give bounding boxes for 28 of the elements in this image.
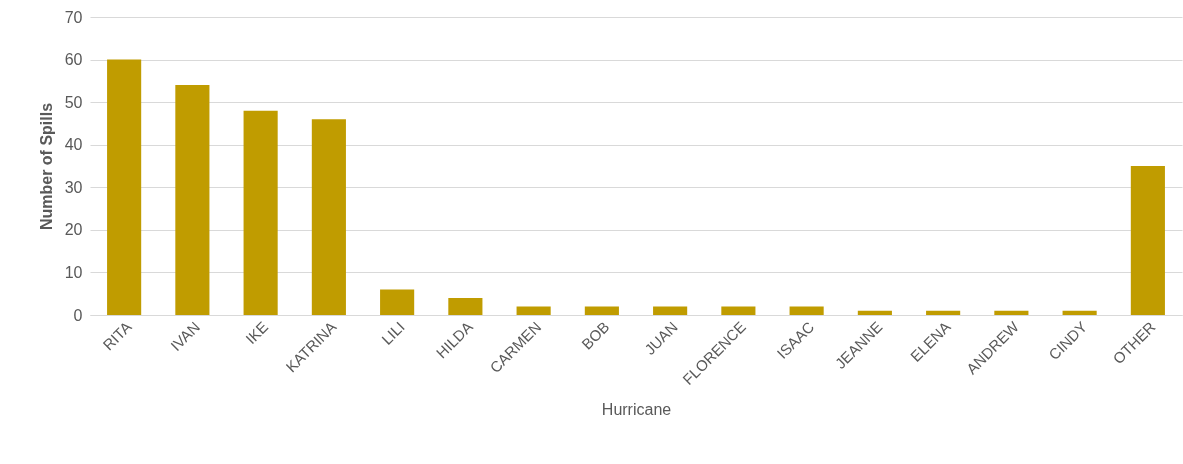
bar bbox=[857, 310, 892, 315]
bar bbox=[311, 119, 346, 315]
y-tick-label: 40 bbox=[64, 136, 83, 154]
y-tick-label: 10 bbox=[64, 263, 83, 281]
bar bbox=[721, 306, 756, 315]
y-tick-label: 0 bbox=[73, 306, 83, 324]
x-axis-title: Hurricane bbox=[601, 400, 672, 418]
x-tick-label: LILI bbox=[378, 318, 408, 348]
y-tick-label: 70 bbox=[64, 8, 83, 26]
bar bbox=[380, 289, 415, 315]
y-tick-label: 20 bbox=[64, 221, 83, 239]
bar bbox=[926, 310, 961, 315]
y-tick-label: 60 bbox=[64, 51, 83, 69]
bar bbox=[1130, 166, 1165, 315]
y-tick-label: 50 bbox=[64, 93, 83, 111]
bar bbox=[175, 85, 210, 315]
bar bbox=[994, 310, 1029, 315]
bar bbox=[789, 306, 824, 315]
bar bbox=[448, 297, 483, 315]
bar bbox=[1062, 310, 1097, 315]
y-tick-label: 30 bbox=[64, 178, 83, 196]
x-tick-label: IKE bbox=[242, 318, 272, 348]
bar bbox=[516, 306, 551, 315]
y-axis-title: Number of Spills bbox=[37, 102, 55, 231]
bar bbox=[653, 306, 688, 315]
bar bbox=[243, 110, 278, 315]
bar bbox=[107, 59, 142, 315]
bar bbox=[584, 306, 619, 315]
